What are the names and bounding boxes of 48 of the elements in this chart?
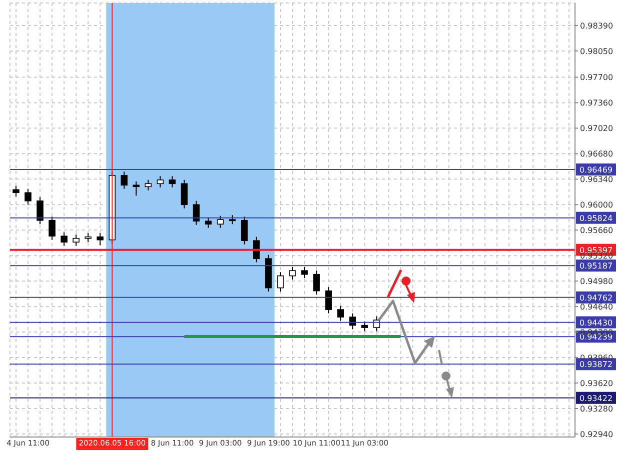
y-tick-label: 0.98390	[580, 21, 614, 30]
candlestick	[253, 236, 260, 263]
y-tick-label: 0.96680	[580, 150, 614, 159]
candlestick	[12, 185, 20, 197]
ref-line-label: 0.95187	[579, 262, 613, 271]
candlestick	[72, 234, 80, 246]
candlestick	[216, 215, 224, 228]
candlestick	[301, 266, 308, 279]
y-tick-label: 0.92940	[580, 430, 614, 439]
y-tick-label: 0.93280	[580, 404, 614, 414]
candlestick	[325, 286, 332, 314]
candlestick	[241, 216, 248, 245]
candlestick	[204, 216, 212, 228]
y-tick-label: 0.95660	[580, 226, 614, 235]
candlestick	[349, 312, 356, 330]
candlestick	[36, 196, 44, 225]
candlestick	[48, 216, 56, 240]
candlestick	[289, 266, 296, 280]
ref-line-label: 0.93422	[579, 394, 613, 403]
candlestick	[361, 321, 368, 332]
candlestick	[60, 232, 68, 246]
ref-line-label: 0.94762	[579, 293, 613, 302]
candlestick	[132, 180, 140, 196]
ref-line-label: 0.95824	[579, 214, 613, 223]
candlestick	[192, 200, 200, 226]
y-tick-label: 0.96000	[580, 200, 614, 210]
ref-line-label: 0.93872	[579, 360, 613, 370]
candlestick	[277, 272, 284, 292]
y-tick-label: 0.93620	[580, 378, 614, 388]
candlestick	[24, 188, 32, 206]
candlestick	[144, 179, 152, 191]
candlestick	[120, 171, 128, 190]
candlestick	[180, 179, 188, 209]
ref-line-label: 0.96469	[579, 165, 613, 174]
y-tick-label: 0.94980	[580, 276, 614, 286]
ref-line-label: 0.94430	[579, 318, 613, 328]
y-tick-label: 0.97020	[580, 124, 614, 134]
y-tick-label: 0.98050	[580, 46, 614, 56]
ref-line-label: 0.94239	[579, 332, 613, 342]
y-tick-label: 0.97700	[580, 73, 614, 82]
candlestick	[168, 176, 176, 188]
candlestick	[96, 232, 104, 246]
candlestick	[313, 270, 320, 296]
candlestick	[337, 305, 344, 322]
y-tick-label: 0.96340	[580, 174, 614, 184]
y-tick-label: 0.97360	[580, 98, 614, 108]
y-tick-label: 0.94640	[580, 302, 614, 312]
candlestick	[156, 176, 164, 188]
